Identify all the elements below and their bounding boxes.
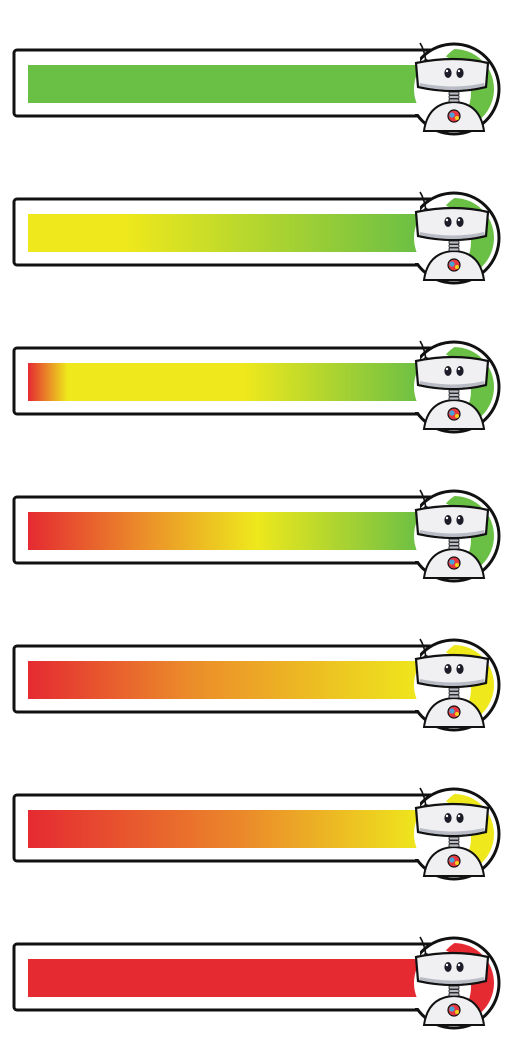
robot-eye-left [444,217,452,227]
robot-eye-right [456,68,464,78]
robot-eye-right [456,217,464,227]
health-bar-red-yellow-green [12,489,501,583]
robot-icon [414,787,490,877]
health-bar-yellow-green [12,340,501,434]
robot-icon [414,42,490,132]
health-fill [28,959,422,997]
health-fill [28,810,422,848]
robot-eye-right [456,962,464,972]
health-bar-full [12,42,501,136]
health-bar-red-orange [12,787,501,881]
robot-eye-right [456,664,464,674]
robot-eye-right [456,366,464,376]
health-fill [28,65,422,103]
robot-eye-left [444,515,452,525]
health-bar-empty [12,936,501,1030]
robot-icon [414,936,490,1026]
robot-eye-left [444,962,452,972]
health-fill [28,363,422,401]
robot-eye-right [456,813,464,823]
robot-eye-left [444,813,452,823]
robot-eye-left [444,366,452,376]
health-bar-red-orange-yellow [12,638,501,732]
health-bar-green-yellow [12,191,501,285]
health-fill [28,214,422,252]
robot-icon [414,638,490,728]
robot-icon [414,191,490,281]
health-fill [28,512,422,550]
robot-icon [414,340,490,430]
health-fill [28,661,422,699]
robot-icon [414,489,490,579]
robot-eye-left [444,664,452,674]
robot-eye-left [444,68,452,78]
robot-eye-right [456,515,464,525]
